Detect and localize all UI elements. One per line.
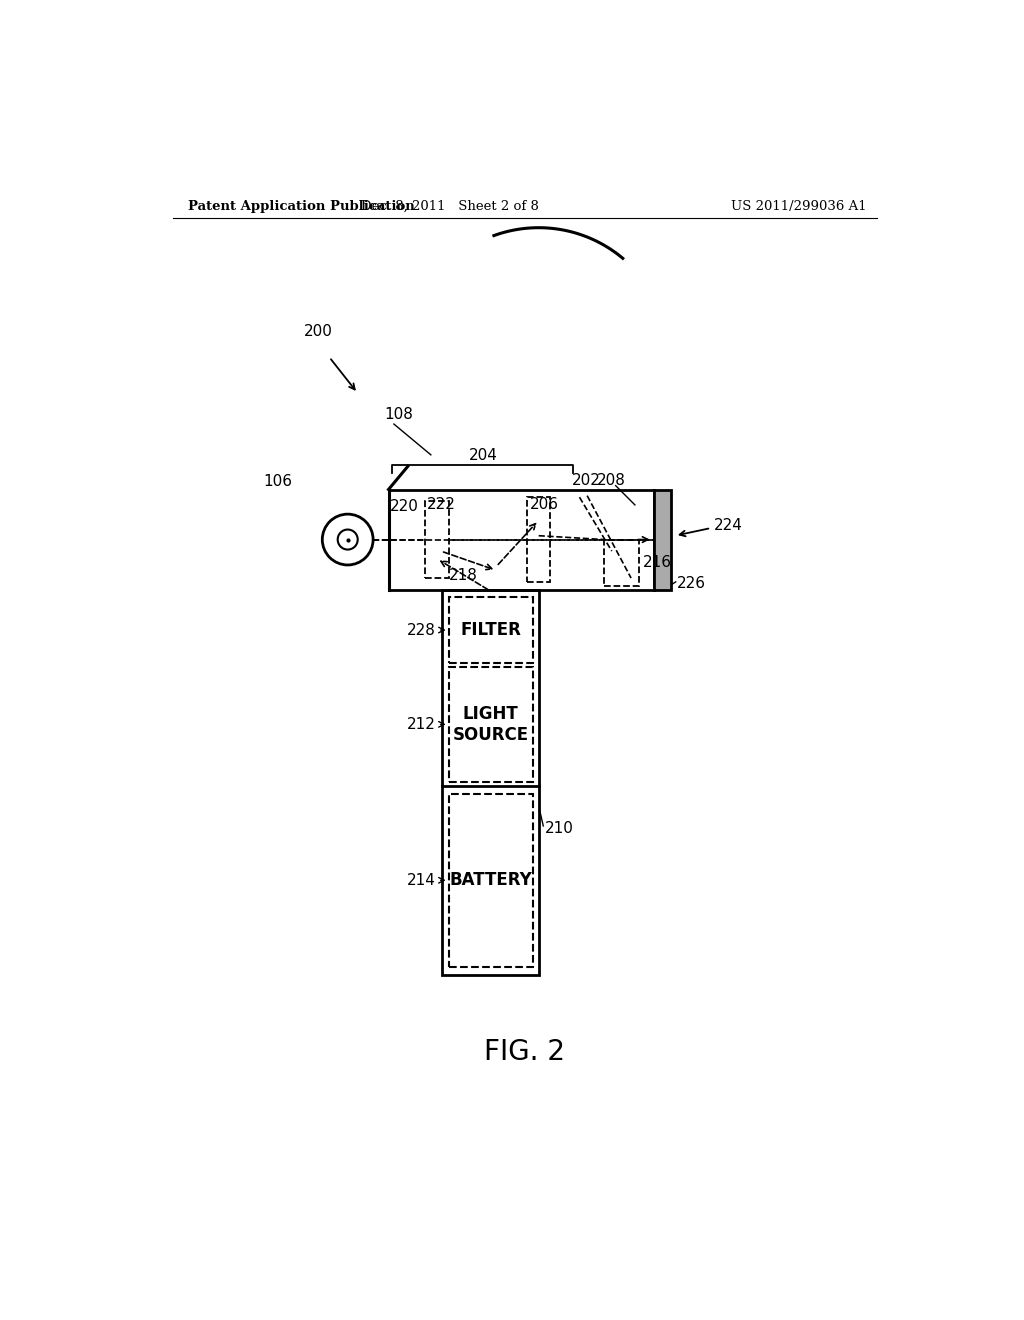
Text: 202: 202	[571, 473, 601, 488]
Text: 108: 108	[385, 407, 414, 421]
Text: 200: 200	[304, 325, 333, 339]
Text: 212: 212	[408, 717, 436, 731]
Text: 204: 204	[468, 447, 498, 463]
Bar	[527, 498, 550, 582]
Bar	[388, 490, 654, 590]
Text: 210: 210	[545, 821, 573, 836]
Text: 226: 226	[677, 576, 707, 591]
Text: 106: 106	[263, 474, 292, 490]
Text: 206: 206	[529, 498, 558, 512]
Text: FIG. 2: FIG. 2	[484, 1038, 565, 1065]
Text: Dec. 8, 2011   Sheet 2 of 8: Dec. 8, 2011 Sheet 2 of 8	[361, 199, 539, 213]
Bar	[425, 502, 449, 578]
Text: LIGHT
SOURCE: LIGHT SOURCE	[453, 705, 528, 743]
Bar	[442, 590, 539, 974]
Text: Patent Application Publication: Patent Application Publication	[188, 199, 415, 213]
Text: 228: 228	[408, 623, 436, 638]
Text: 220: 220	[390, 499, 419, 513]
Text: 224: 224	[714, 519, 742, 533]
Text: BATTERY: BATTERY	[450, 871, 531, 890]
Text: 208: 208	[596, 473, 626, 488]
Text: FILTER: FILTER	[460, 620, 521, 639]
Text: 218: 218	[449, 568, 477, 583]
Bar	[604, 540, 639, 586]
Text: 214: 214	[408, 873, 436, 888]
Bar	[654, 490, 671, 590]
Text: US 2011/299036 A1: US 2011/299036 A1	[731, 199, 866, 213]
Bar	[449, 597, 532, 663]
Bar	[449, 667, 532, 781]
Text: 216: 216	[643, 556, 672, 570]
Text: 222: 222	[427, 498, 456, 512]
Bar	[449, 793, 532, 966]
